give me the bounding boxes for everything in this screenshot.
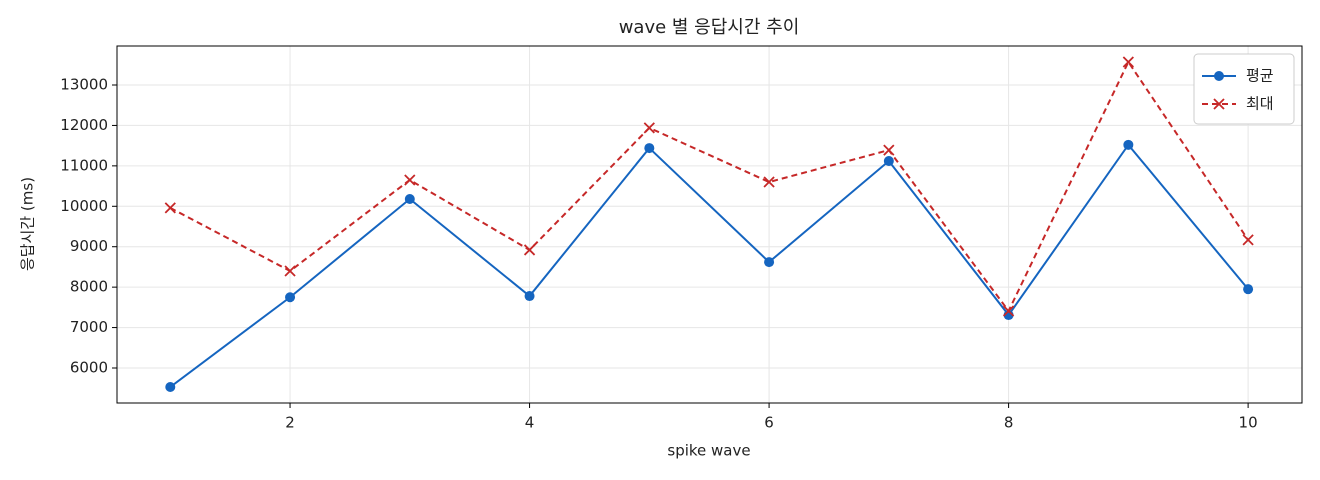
y-tick-label: 13000 — [60, 76, 108, 94]
plot-frame — [116, 45, 1303, 404]
legend-marker — [1213, 98, 1225, 110]
point — [763, 176, 775, 188]
x-tick-label: 8 — [1004, 414, 1014, 432]
y-tick-label: 7000 — [70, 318, 108, 336]
legend-label: 최대 — [1246, 95, 1274, 113]
point — [1122, 56, 1134, 68]
point — [883, 156, 894, 167]
series-line — [169, 59, 1249, 313]
y-tick-label: 12000 — [60, 116, 108, 134]
point — [164, 202, 176, 214]
chart-title: wave 별 응답시간 추이 — [619, 17, 800, 38]
point — [883, 144, 895, 156]
point — [284, 265, 296, 277]
y-tick-label: 11000 — [60, 156, 108, 174]
x-axis-label: spike wave — [667, 442, 750, 460]
series-line — [169, 143, 1249, 388]
y-tick-label: 8000 — [70, 278, 108, 296]
point — [285, 292, 296, 303]
y-axis-label: 응답시간 (ms) — [19, 177, 37, 271]
point — [1123, 139, 1134, 150]
point — [404, 194, 415, 205]
legend-box — [1193, 53, 1295, 125]
legend-marker — [1214, 71, 1224, 81]
point — [1002, 305, 1015, 317]
x-tick-label: 10 — [1239, 414, 1258, 432]
point — [404, 174, 416, 186]
x-tick-label: 6 — [764, 414, 774, 432]
point — [643, 122, 655, 134]
x-tick-label: 4 — [525, 414, 535, 432]
point — [524, 291, 535, 302]
y-tick-label: 6000 — [70, 358, 108, 376]
point — [523, 244, 536, 256]
point — [644, 143, 655, 154]
point — [764, 257, 775, 268]
point — [1242, 234, 1254, 246]
point — [1243, 284, 1254, 295]
y-tick-label: 10000 — [60, 197, 108, 215]
x-tick-label: 2 — [285, 414, 295, 432]
legend-label: 평균 — [1246, 67, 1274, 85]
point — [165, 381, 176, 392]
y-tick-label: 9000 — [70, 237, 108, 255]
